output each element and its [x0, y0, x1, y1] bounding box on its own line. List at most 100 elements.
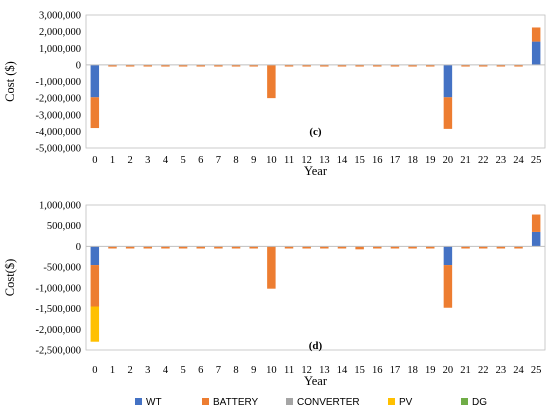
x-tick-label: 4 — [163, 365, 169, 376]
x-tick-label: 13 — [319, 365, 330, 376]
bar-battery — [461, 246, 470, 249]
x-tick-label: 21 — [460, 155, 471, 166]
bar-battery — [231, 64, 241, 67]
bar-battery — [337, 64, 347, 67]
y-tick-label: 1,000,000 — [39, 201, 81, 212]
x-tick-label: 18 — [407, 365, 418, 376]
bar-battery — [178, 246, 188, 249]
y-axis-title: Cost($) — [3, 259, 17, 297]
bar-battery — [143, 246, 153, 249]
bar-battery — [355, 64, 364, 67]
bar-battery — [355, 246, 364, 250]
x-axis-title: Year — [304, 164, 328, 178]
x-tick-label: 17 — [390, 365, 401, 376]
legend-label-wt: WT — [146, 397, 162, 408]
x-tick-label: 15 — [354, 155, 365, 166]
x-tick-label: 6 — [198, 155, 203, 166]
bar-battery — [320, 246, 329, 249]
y-tick-label: 2,000,000 — [39, 27, 81, 38]
x-tick-label: 8 — [233, 155, 238, 166]
x-tick-label: 23 — [496, 365, 507, 376]
x-tick-label: 2 — [128, 365, 133, 376]
panel-label: (c) — [309, 126, 322, 138]
x-tick-label: 3 — [145, 365, 150, 376]
bar-battery — [514, 246, 523, 249]
bar-battery — [249, 64, 258, 67]
y-axis-title: Cost ($) — [3, 61, 17, 102]
x-tick-label: 0 — [92, 365, 97, 376]
x-tick-label: 25 — [531, 155, 542, 166]
bar-battery — [531, 214, 541, 232]
legend-swatch-battery — [202, 398, 209, 405]
bar-battery — [267, 246, 276, 289]
bar-battery — [390, 64, 400, 67]
bar-battery — [143, 64, 153, 67]
x-tick-label: 14 — [337, 365, 348, 376]
bar-wt — [443, 64, 453, 98]
bar-battery — [125, 246, 135, 249]
x-tick-label: 18 — [407, 155, 418, 166]
bar-battery — [90, 265, 100, 307]
y-tick-label: -1,000,000 — [36, 283, 82, 294]
bar-battery — [408, 64, 417, 67]
x-tick-label: 5 — [180, 155, 185, 166]
x-tick-label: 19 — [425, 365, 436, 376]
x-tick-label: 21 — [460, 365, 471, 376]
bar-pv — [90, 306, 100, 342]
x-tick-label: 10 — [266, 155, 277, 166]
y-tick-label: 1,000,000 — [39, 44, 81, 55]
bar-battery — [90, 97, 100, 129]
x-tick-label: 6 — [198, 365, 203, 376]
bar-battery — [302, 246, 311, 249]
x-tick-label: 12 — [301, 365, 312, 376]
legend-label-battery: BATTERY — [213, 397, 259, 408]
y-tick-label: -1,000,000 — [36, 77, 82, 88]
y-tick-label: -4,000,000 — [36, 127, 82, 138]
bar-battery — [302, 64, 311, 67]
x-tick-label: 7 — [216, 155, 221, 166]
legend-label-converter: CONVERTER — [297, 397, 360, 408]
bar-battery — [108, 246, 117, 249]
y-tick-label: -2,000,000 — [36, 325, 82, 336]
x-tick-label: 1 — [110, 365, 115, 376]
x-tick-label: 5 — [180, 365, 185, 376]
x-tick-label: 2 — [128, 155, 133, 166]
x-tick-label: 12 — [301, 155, 312, 166]
x-tick-label: 20 — [443, 365, 454, 376]
bar-battery — [320, 64, 329, 67]
x-tick-label: 22 — [478, 365, 489, 376]
bar-battery — [196, 64, 205, 67]
x-tick-label: 25 — [531, 365, 542, 376]
chart-panel-c: 3,000,000 2,000,000 1,000,000 0 -1,000,000 -2… — [3, 11, 546, 178]
legend: WT BATTERY CONVERTER PV DG — [135, 397, 487, 408]
bar-battery — [514, 64, 523, 67]
x-tick-label: 9 — [251, 155, 256, 166]
bar-battery — [373, 64, 382, 67]
y-tick-label: -1,500,000 — [36, 304, 82, 315]
bar-battery — [443, 265, 453, 308]
legend-swatch-pv — [388, 398, 395, 405]
x-tick-label: 24 — [513, 155, 524, 166]
bar-battery — [478, 64, 488, 67]
x-tick-label: 1 — [110, 155, 115, 166]
bar-battery — [426, 246, 435, 249]
bar-battery — [214, 246, 223, 249]
legend-label-pv: PV — [399, 397, 413, 408]
legend-swatch-wt — [135, 398, 142, 405]
y-tick-label: -500,000 — [43, 263, 81, 274]
bar-battery — [496, 64, 506, 67]
bar-battery — [461, 64, 470, 67]
bar-battery — [373, 246, 382, 249]
bar-battery — [284, 246, 294, 249]
x-tick-label: 11 — [284, 155, 294, 166]
x-tick-label: 3 — [145, 155, 150, 166]
bar-battery — [496, 246, 506, 249]
x-tick-label: 4 — [163, 155, 169, 166]
legend-swatch-dg — [461, 398, 468, 405]
x-tick-label: 7 — [216, 365, 221, 376]
x-axis-title: Year — [304, 374, 328, 388]
x-tick-label: 16 — [372, 155, 383, 166]
x-tick-label: 11 — [284, 365, 294, 376]
panel-label: (d) — [309, 340, 323, 352]
